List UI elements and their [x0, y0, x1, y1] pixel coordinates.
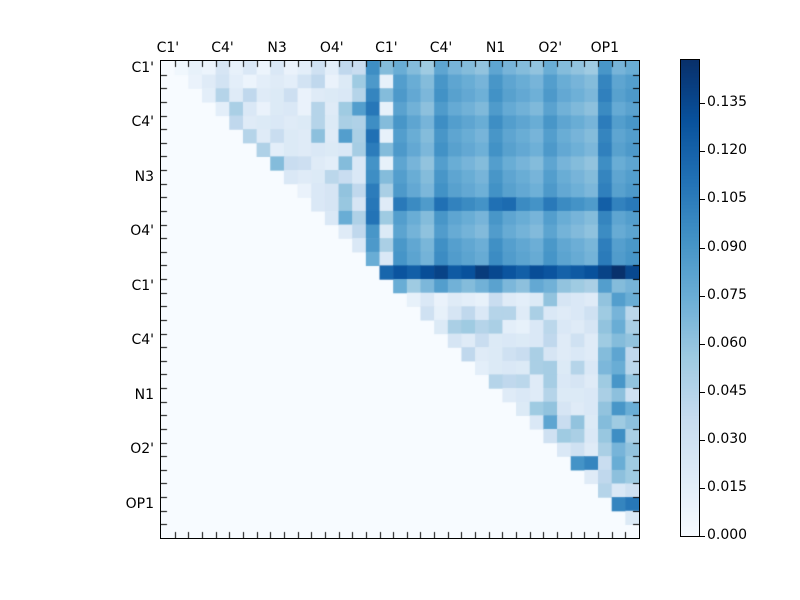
y-axis-label: N3: [134, 168, 154, 185]
colorbar-tick: [700, 488, 705, 489]
colorbar-tick: [700, 440, 705, 441]
x-axis-label: C4': [211, 40, 234, 56]
colorbar-tick-label: 0.015: [707, 479, 748, 495]
x-axis-label: N3: [267, 40, 287, 56]
colorbar-tick-label: 0.000: [707, 527, 748, 543]
colorbar-tick-label: 0.105: [707, 190, 748, 206]
x-axis-label: C1': [375, 40, 398, 56]
colorbar-tick: [700, 248, 705, 249]
colorbar-tick-label: 0.060: [707, 335, 748, 351]
x-axis-label: C1': [156, 40, 180, 56]
colorbar-tick: [700, 151, 705, 152]
colorbar-tick-label: 0.045: [707, 383, 748, 399]
colorbar-tick: [700, 103, 705, 104]
x-axis-label: N1: [485, 40, 506, 56]
y-axis-label: C1': [131, 277, 154, 294]
y-axis-label: C4': [131, 332, 154, 349]
y-axis-label: N1: [134, 386, 154, 403]
colorbar-tick-label: 0.090: [707, 239, 748, 255]
y-axis-label: O2': [130, 441, 154, 458]
y-axis-label: C4': [131, 114, 154, 131]
heatmap-plot-area: [160, 60, 640, 539]
colorbar-tick-label: 0.030: [707, 431, 748, 447]
colorbar: [680, 59, 700, 537]
colorbar-tick-label: 0.120: [707, 142, 748, 158]
colorbar-tick-label: 0.075: [707, 287, 748, 303]
colorbar-tick: [700, 392, 705, 393]
x-axis-label: O2': [538, 40, 563, 56]
y-axis-label: O4': [130, 223, 154, 240]
colorbar-tick: [700, 296, 705, 297]
colorbar-gradient-canvas: [681, 60, 699, 536]
x-axis-label: OP1: [590, 40, 620, 56]
x-axis-label: C4': [429, 40, 453, 56]
y-axis-label: C1': [131, 59, 154, 76]
colorbar-tick: [700, 344, 705, 345]
heatmap-canvas: [161, 61, 639, 538]
colorbar-tick: [700, 536, 705, 537]
x-axis-label: O4': [319, 40, 344, 56]
colorbar-tick: [700, 199, 705, 200]
colorbar-tick-label: 0.135: [707, 94, 748, 110]
y-axis-label: OP1: [125, 495, 154, 512]
